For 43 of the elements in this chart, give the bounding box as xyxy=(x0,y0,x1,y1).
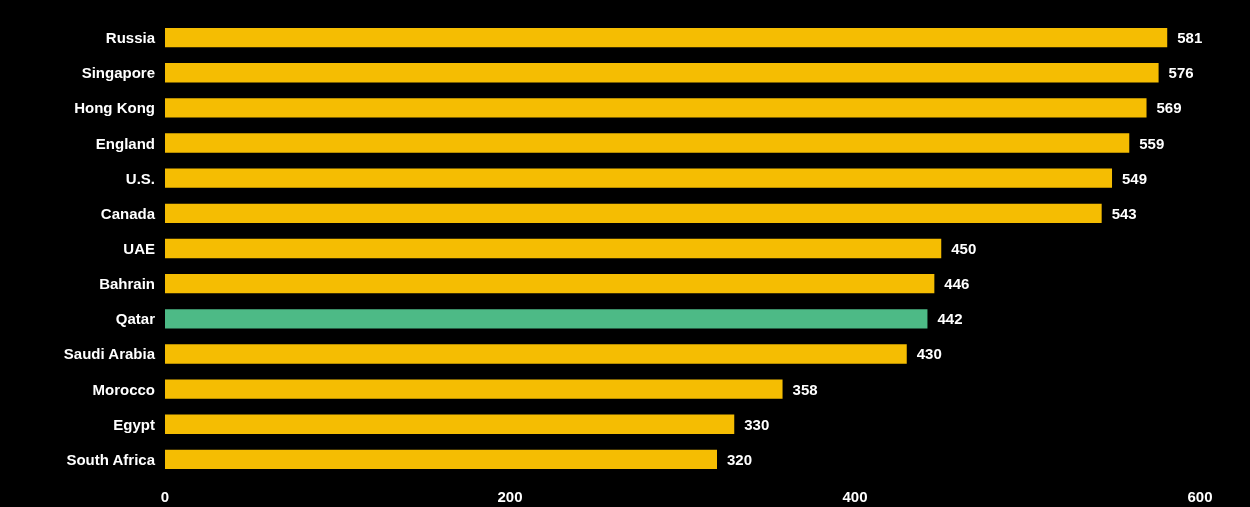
y-tick-label: Canada xyxy=(100,204,156,222)
data-label: 446 xyxy=(944,275,970,293)
data-label: 576 xyxy=(1168,64,1194,82)
y-tick-label: Egypt xyxy=(113,415,155,433)
bar xyxy=(165,273,935,294)
y-tick-label: England xyxy=(95,134,155,152)
bar xyxy=(165,27,1168,48)
data-label: 442 xyxy=(937,310,963,328)
bar xyxy=(165,414,735,434)
y-tick-label: South Africa xyxy=(66,450,156,468)
y-tick-label: Morocco xyxy=(92,380,155,398)
data-label: 358 xyxy=(792,380,818,398)
y-tick-label: UAE xyxy=(123,240,155,257)
y-tick-label: Qatar xyxy=(115,310,156,328)
y-tick-label: Singapore xyxy=(81,64,155,82)
bar xyxy=(165,449,717,470)
data-label: 330 xyxy=(744,415,770,433)
bar xyxy=(165,344,907,364)
bar xyxy=(165,168,1113,188)
x-tick-label: 600 xyxy=(1187,488,1213,505)
bar xyxy=(165,63,1159,83)
data-label: 320 xyxy=(727,450,753,468)
y-tick-label: Hong Kong xyxy=(74,99,155,117)
bar xyxy=(165,238,942,259)
data-label: 430 xyxy=(916,345,942,363)
bar xyxy=(165,203,1102,224)
y-tick-label: Saudi Arabia xyxy=(63,345,156,363)
y-tick-label: U.S. xyxy=(125,169,155,187)
bar xyxy=(165,98,1147,118)
data-label: 549 xyxy=(1122,169,1148,187)
y-tick-label: Russia xyxy=(105,29,156,47)
y-tick-label: Bahrain xyxy=(99,275,155,293)
bar xyxy=(165,379,783,399)
x-tick-label: 400 xyxy=(842,488,868,505)
x-tick-label: 200 xyxy=(497,488,523,505)
data-label: 581 xyxy=(1177,29,1203,47)
bar xyxy=(165,133,1130,153)
data-label: 543 xyxy=(1111,204,1137,222)
data-label: 559 xyxy=(1139,134,1165,152)
data-label: 450 xyxy=(951,240,977,257)
data-label: 569 xyxy=(1156,99,1182,117)
bar xyxy=(165,309,928,329)
x-tick-label: 0 xyxy=(160,488,170,505)
